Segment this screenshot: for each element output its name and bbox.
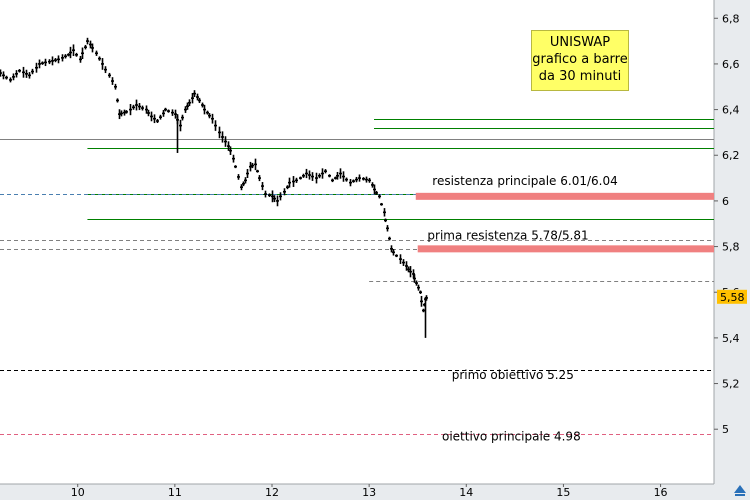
x-tick-label: 14 xyxy=(459,486,473,499)
y-tick-label: 5,4 xyxy=(722,332,740,345)
y-tick-label: 6,6 xyxy=(722,58,740,71)
title-line-2: grafico a barre xyxy=(532,52,628,67)
y-tick-label: 5 xyxy=(722,423,729,436)
last-price-label: 5,58 xyxy=(720,291,745,304)
annotations: resistenza principale 6.01/6.04 prima res… xyxy=(427,174,617,444)
y-axis: 6,86,66,46,265,85,65,45,255,58 xyxy=(714,12,747,436)
x-tick-label: 10 xyxy=(71,486,85,499)
x-axis: 10 11 12 13 14 15 16 xyxy=(71,484,668,499)
x-tick-label: 13 xyxy=(362,486,376,499)
title-line-1: UNISWAP xyxy=(549,35,611,50)
annotation-label-0: resistenza principale 6.01/6.04 xyxy=(432,174,617,188)
annotation-label-3: oiettivo principale 4.98 xyxy=(442,430,581,444)
arrow-up-icon[interactable] xyxy=(733,484,747,498)
annotation-label-1: prima resistenza 5.78/5.81 xyxy=(427,229,588,243)
chart-title-box: UNISWAP grafico a barre da 30 minuti xyxy=(531,30,629,91)
resistance-zones xyxy=(415,192,714,253)
price-series xyxy=(0,37,428,338)
y-axis-background xyxy=(714,0,750,500)
x-axis-background xyxy=(0,484,750,500)
x-tick-label: 12 xyxy=(265,486,279,499)
y-tick-label: 5,2 xyxy=(722,378,740,391)
annotation-label-2: primo obiettivo 5.25 xyxy=(452,368,574,382)
y-tick-label: 6,4 xyxy=(722,104,740,117)
level-lines xyxy=(0,119,714,435)
y-tick-label: 6,2 xyxy=(722,149,740,162)
x-tick-label: 15 xyxy=(556,486,570,499)
last-price-badge xyxy=(717,289,747,304)
x-tick-label: 16 xyxy=(654,486,668,499)
title-line-3: da 30 minuti xyxy=(538,69,622,84)
y-tick-label: 6 xyxy=(722,195,729,208)
y-tick-label: 5,8 xyxy=(722,241,740,254)
resistance-zone-1 xyxy=(417,245,714,253)
x-tick-label: 11 xyxy=(168,486,182,499)
y-tick-label: 6,8 xyxy=(722,12,740,25)
resistance-zone-0 xyxy=(415,192,714,200)
